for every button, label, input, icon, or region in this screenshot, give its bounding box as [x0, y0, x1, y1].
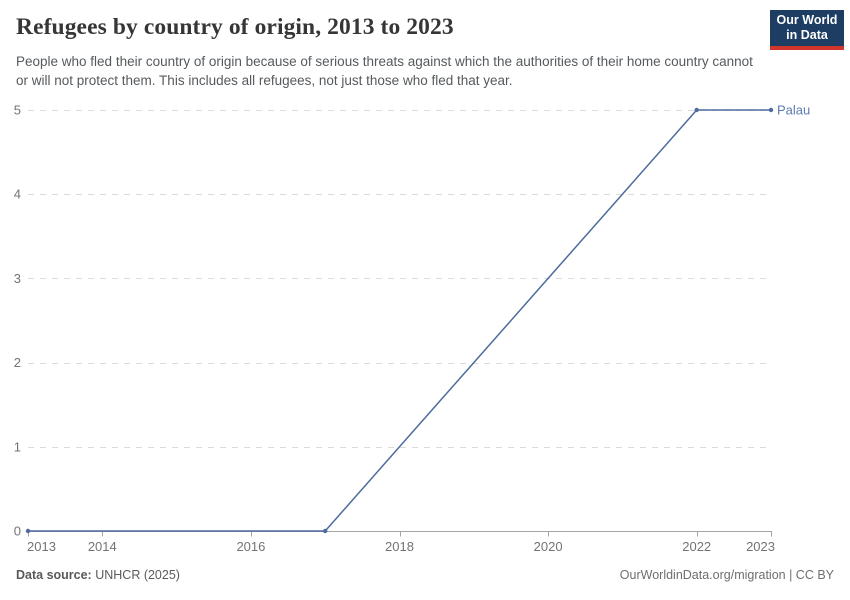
data-source-value: UNHCR (2025) — [91, 568, 180, 582]
data-point-marker-2017[interactable] — [323, 528, 328, 534]
x-axis-tick-label: 2023 — [746, 539, 775, 554]
series-label-palau[interactable]: Palau — [777, 103, 810, 118]
x-axis-tick-label: 2018 — [385, 539, 414, 554]
y-axis-tick-label: 1 — [14, 439, 21, 454]
y-axis-tick-label: 5 — [14, 103, 21, 118]
chart-subtitle: People who fled their country of origin … — [16, 54, 753, 88]
owid-logo: Our World in Data — [770, 10, 844, 50]
owid-logo-line2: in Data — [786, 28, 828, 42]
credit-link[interactable]: OurWorldinData.org/migration | CC BY — [619, 568, 834, 582]
y-axis-tick-label: 3 — [14, 271, 21, 286]
data-source-label: Data source: — [16, 568, 92, 582]
x-axis-tick-label: 2014 — [88, 539, 117, 554]
data-point-marker-2022[interactable] — [694, 107, 699, 113]
y-axis-tick-label: 0 — [14, 524, 21, 539]
x-axis-tick-label: 2013 — [27, 539, 56, 554]
data-point-marker-2013[interactable] — [25, 528, 31, 534]
data-source-note: Data source: UNHCR (2025) — [16, 568, 180, 582]
y-axis-tick-label: 2 — [14, 355, 21, 370]
y-axis-tick-label: 4 — [14, 187, 21, 202]
owid-logo-line1: Our World — [776, 13, 838, 27]
x-axis-tick-label: 2022 — [682, 539, 711, 554]
chart-footer: Data source: UNHCR (2025) OurWorldinData… — [16, 568, 834, 582]
data-point-marker-2023[interactable] — [768, 107, 774, 113]
chart-title: Refugees by country of origin, 2013 to 2… — [16, 14, 454, 40]
x-axis-tick-label: 2016 — [236, 539, 265, 554]
series-line-palau[interactable] — [27, 109, 772, 532]
x-axis-tick-label: 2020 — [534, 539, 563, 554]
